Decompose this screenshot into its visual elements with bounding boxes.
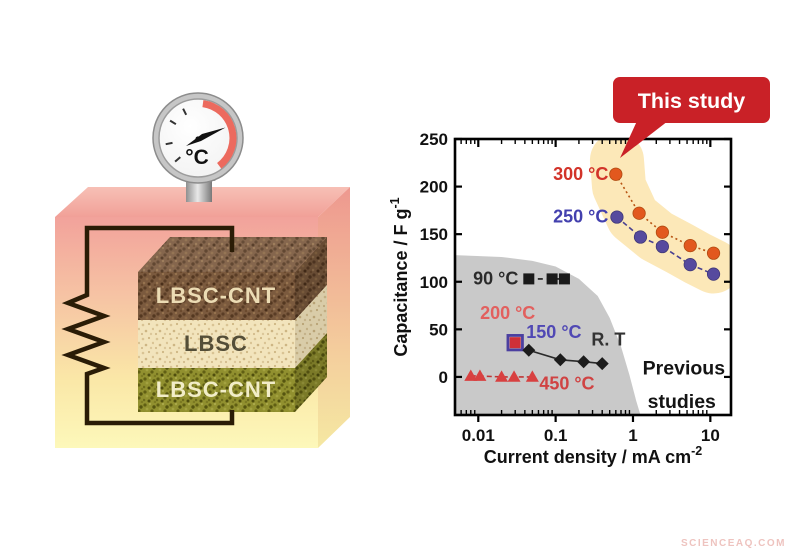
series-450-c: 450 °C <box>464 369 595 393</box>
gauge-red-arc <box>202 100 237 169</box>
layer-top-label: LBSC-CNT <box>156 283 276 308</box>
series-label-r-t: R. T <box>591 330 625 350</box>
series-250-c: 250 °C <box>553 207 721 281</box>
series-label-300-c: 300 °C <box>553 164 608 184</box>
gauge-hub <box>195 136 201 142</box>
series-300-c: 300 °C <box>553 164 721 260</box>
watermark: SCIENCEAQ.COM <box>680 538 786 549</box>
layer-bottom-label: LBSC-CNT <box>156 377 276 402</box>
series-label-250-c: 250 °C <box>553 207 608 227</box>
gauge-ticks <box>165 108 188 163</box>
gauge-unit-label: °C <box>185 146 209 169</box>
series-label-150-c: 150 °C <box>526 322 581 342</box>
gauge-needle <box>186 127 226 146</box>
y-axis-title: Capacitance / F g-1 <box>388 197 411 356</box>
layer-top-lbsc-cnt: LBSC-CNT <box>138 237 327 320</box>
series-90-c: 90 °C <box>473 269 570 289</box>
series-label-90-c: 90 °C <box>473 269 518 289</box>
y-tick-label: 150 <box>420 225 448 244</box>
series-label-450-c: 450 °C <box>539 373 594 393</box>
x-tick-label: 0.1 <box>544 426 568 445</box>
this-study-text: This study <box>638 89 746 113</box>
this-study-callout: This study <box>613 77 770 158</box>
x-tick-label: 10 <box>701 426 720 445</box>
series-label-200-c: 200 °C <box>480 303 535 323</box>
layer-bottom-lbsc-cnt: LBSC-CNT <box>138 333 327 412</box>
temperature-gauge-icon: °C <box>152 92 244 202</box>
y-tick-label: 100 <box>420 273 448 292</box>
layer-middle-lbsc: LBSC <box>138 285 327 368</box>
y-tick-label: 200 <box>420 178 448 197</box>
svg-text:Previous: Previous <box>643 357 726 379</box>
svg-text:studies: studies <box>648 391 716 413</box>
x-axis-title: Current density / mA cm-2 <box>484 444 703 467</box>
x-tick-label: 1 <box>628 426 637 445</box>
electrode-stack: LBSC-CNT LBSC LBSC-CNT <box>138 237 327 412</box>
y-tick-label: 250 <box>420 130 448 149</box>
previous-studies-label: Previous studies <box>643 357 726 412</box>
x-tick-label: 0.01 <box>462 426 495 445</box>
highlight-band <box>589 139 731 294</box>
y-tick-label: 50 <box>429 320 448 339</box>
series-150-c: 150 °C <box>506 322 582 352</box>
circuit-wire-resistor <box>61 225 235 426</box>
series-200-c: 200 °C <box>480 303 535 349</box>
y-tick-label: 0 <box>439 368 448 387</box>
layer-middle-label: LBSC <box>184 331 248 356</box>
series-r-t: R. T <box>522 330 625 371</box>
plot-frame <box>453 137 733 417</box>
